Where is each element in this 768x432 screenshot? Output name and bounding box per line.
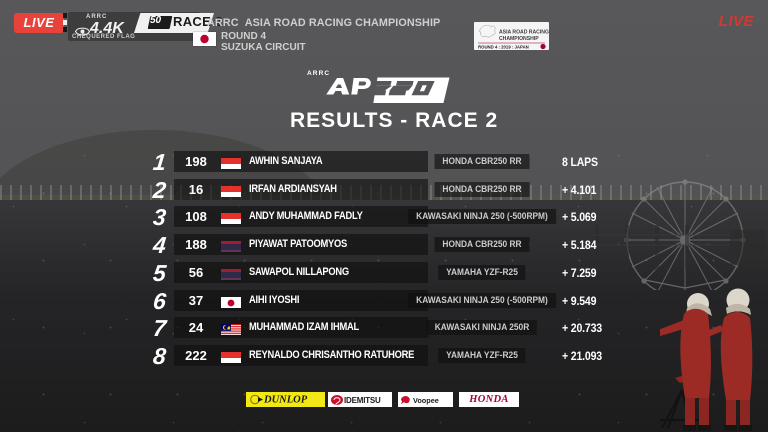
svg-text:ROUND 4 : 2019 : JAPAN: ROUND 4 : 2019 : JAPAN (478, 45, 529, 50)
svg-text:CHAMPIONSHIP: CHAMPIONSHIP (499, 36, 539, 42)
svg-text:ASIA ROAD RACING: ASIA ROAD RACING (499, 30, 549, 36)
svg-text:ARRC: ARRC (307, 70, 330, 77)
svg-text:Voopee: Voopee (413, 396, 439, 405)
svg-text:IDEMITSU: IDEMITSU (344, 396, 381, 405)
svg-text:DUNLOP: DUNLOP (263, 395, 308, 405)
